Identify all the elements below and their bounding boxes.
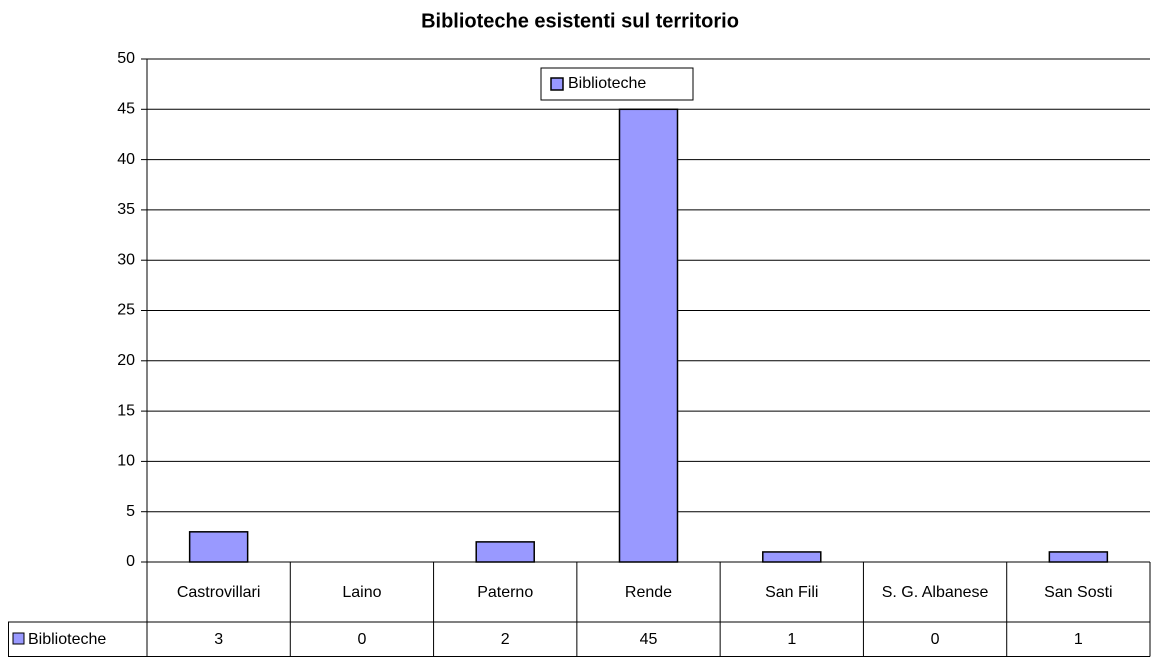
chart-title: Biblioteche esistenti sul territorio: [421, 10, 739, 32]
bar: [188, 531, 249, 563]
y-tick-label: 15: [117, 402, 135, 419]
y-tick-label: 20: [117, 352, 135, 369]
legend-label: Biblioteche: [568, 75, 646, 92]
x-tick-label: Laino: [342, 584, 381, 601]
y-tick-label: 5: [126, 503, 135, 520]
legend-box: [540, 67, 694, 101]
table-value: 0: [357, 631, 366, 648]
y-tick-label: 45: [117, 101, 135, 118]
x-tick-label: San Sosti: [1044, 584, 1112, 601]
bar: [1048, 551, 1109, 563]
x-tick-label: Rende: [625, 584, 672, 601]
table-series-name: Biblioteche: [28, 631, 106, 648]
y-tick-label: 40: [117, 151, 135, 168]
x-tick-label: San Fili: [765, 584, 818, 601]
legend-key: [550, 77, 564, 91]
y-tick-label: 0: [126, 553, 135, 570]
table-value: 2: [501, 631, 510, 648]
x-tick-label: S. G. Albanese: [882, 584, 989, 601]
bar: [762, 551, 822, 563]
y-tick-label: 50: [117, 50, 135, 67]
x-tick-label: Paterno: [477, 584, 533, 601]
bar: [618, 108, 679, 563]
y-tick-label: 30: [117, 251, 135, 268]
x-tick-label: Castrovillari: [177, 584, 261, 601]
y-tick-label: 35: [117, 201, 135, 218]
y-tick-label: 25: [117, 302, 135, 319]
table-value: 1: [787, 631, 796, 648]
table-value: 1: [1074, 631, 1083, 648]
table-value: 45: [640, 631, 658, 648]
table-value: 0: [931, 631, 940, 648]
table-value: 3: [214, 631, 223, 648]
y-tick-label: 10: [117, 453, 135, 470]
table-legend-key: [12, 632, 25, 645]
bar: [475, 541, 535, 563]
